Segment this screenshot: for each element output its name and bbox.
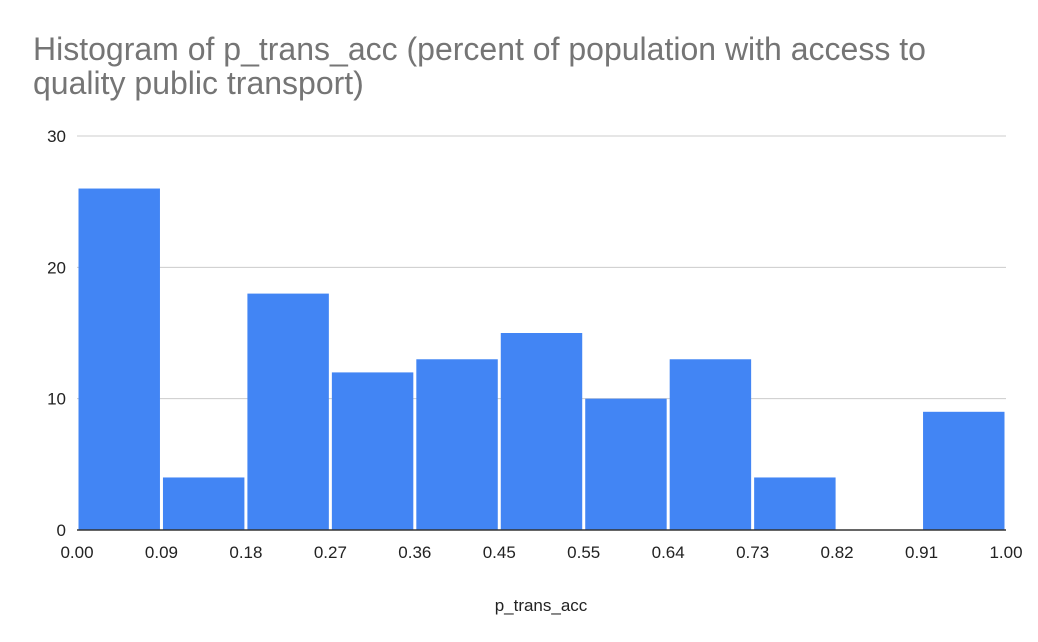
y-tick-label: 20 (47, 258, 66, 277)
x-tick-labels: 0.00 0.09 0.18 0.27 0.36 0.45 0.55 0.64 0.73 0.82… (60, 543, 1022, 562)
histogram-bar (669, 359, 752, 530)
bars (78, 188, 1005, 531)
y-tick-label: 0 (57, 521, 66, 540)
x-tick-label: 0.82 (821, 543, 854, 562)
x-tick-label: 1.00 (989, 543, 1022, 562)
x-tick-label: 0.09 (145, 543, 178, 562)
y-tick-labels: 0 10 20 30 (47, 127, 66, 540)
histogram-bar (585, 398, 667, 530)
x-tick-label: 0.00 (60, 543, 93, 562)
histogram-bar (500, 333, 583, 530)
x-tick-label: 0.73 (736, 543, 769, 562)
chart-title: Histogram of p_trans_acc (percent of pop… (33, 31, 926, 101)
histogram-bar (416, 359, 498, 530)
x-tick-label: 0.64 (652, 543, 685, 562)
x-tick-label: 0.18 (229, 543, 262, 562)
x-tick-label: 0.55 (567, 543, 600, 562)
histogram-bar (162, 477, 245, 530)
histogram-bar (754, 477, 836, 530)
x-axis-title: p_trans_acc (495, 596, 588, 615)
x-tick-label: 0.27 (314, 543, 347, 562)
y-tick-label: 30 (47, 127, 66, 146)
histogram-bar (923, 411, 1005, 530)
x-tick-label: 0.91 (905, 543, 938, 562)
histogram-bar (247, 293, 329, 530)
x-tick-label: 0.45 (483, 543, 516, 562)
histogram-bar (331, 372, 414, 530)
histogram-bar (78, 188, 160, 531)
x-tick-label: 0.36 (398, 543, 431, 562)
y-tick-label: 10 (47, 390, 66, 409)
